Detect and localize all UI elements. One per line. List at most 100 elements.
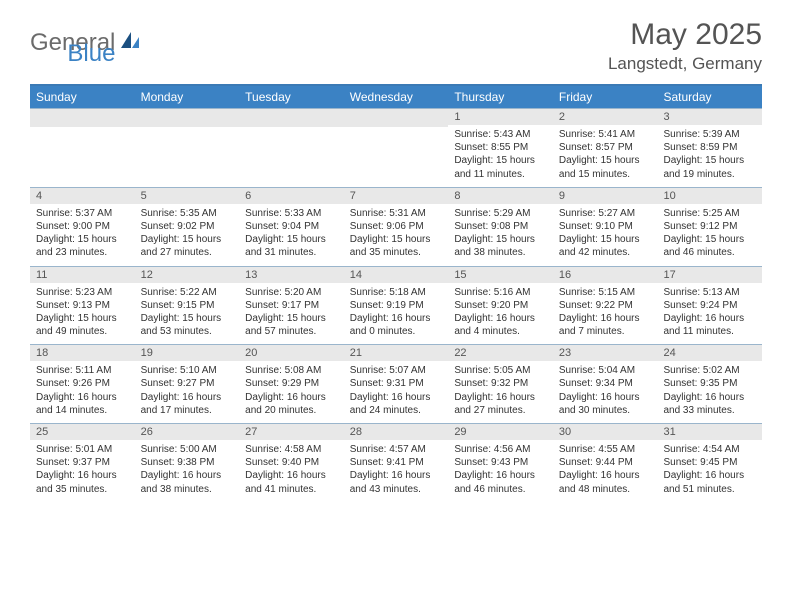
day-cell: 7Sunrise: 5:31 AMSunset: 9:06 PMDaylight… bbox=[344, 188, 449, 266]
day-number: 24 bbox=[657, 345, 762, 361]
day-cell: 26Sunrise: 5:00 AMSunset: 9:38 PMDayligh… bbox=[135, 424, 240, 502]
sunrise-text: Sunrise: 5:27 AM bbox=[559, 207, 652, 220]
sunrise-text: Sunrise: 5:02 AM bbox=[663, 364, 756, 377]
day-header: Monday bbox=[135, 86, 240, 108]
sunrise-text: Sunrise: 5:00 AM bbox=[141, 443, 234, 456]
sunset-text: Sunset: 9:38 PM bbox=[141, 456, 234, 469]
day-content: Sunrise: 5:18 AMSunset: 9:19 PMDaylight:… bbox=[344, 283, 449, 345]
day-cell: 4Sunrise: 5:37 AMSunset: 9:00 PMDaylight… bbox=[30, 188, 135, 266]
day-content: Sunrise: 4:55 AMSunset: 9:44 PMDaylight:… bbox=[553, 440, 658, 502]
sunrise-text: Sunrise: 5:37 AM bbox=[36, 207, 129, 220]
daylight-text: Daylight: 16 hours and 0 minutes. bbox=[350, 312, 443, 338]
week-row: 25Sunrise: 5:01 AMSunset: 9:37 PMDayligh… bbox=[30, 423, 762, 502]
day-content: Sunrise: 5:33 AMSunset: 9:04 PMDaylight:… bbox=[239, 204, 344, 266]
day-content: Sunrise: 5:39 AMSunset: 8:59 PMDaylight:… bbox=[657, 125, 762, 187]
sunset-text: Sunset: 9:45 PM bbox=[663, 456, 756, 469]
sunrise-text: Sunrise: 4:55 AM bbox=[559, 443, 652, 456]
day-number: 29 bbox=[448, 424, 553, 440]
sunset-text: Sunset: 9:19 PM bbox=[350, 299, 443, 312]
daylight-text: Daylight: 16 hours and 33 minutes. bbox=[663, 391, 756, 417]
day-cell: 2Sunrise: 5:41 AMSunset: 8:57 PMDaylight… bbox=[553, 109, 658, 187]
sunrise-text: Sunrise: 5:11 AM bbox=[36, 364, 129, 377]
sunrise-text: Sunrise: 4:56 AM bbox=[454, 443, 547, 456]
sunset-text: Sunset: 9:04 PM bbox=[245, 220, 338, 233]
day-cell: 23Sunrise: 5:04 AMSunset: 9:34 PMDayligh… bbox=[553, 345, 658, 423]
day-content: Sunrise: 5:08 AMSunset: 9:29 PMDaylight:… bbox=[239, 361, 344, 423]
week-row: 11Sunrise: 5:23 AMSunset: 9:13 PMDayligh… bbox=[30, 266, 762, 345]
day-number: 31 bbox=[657, 424, 762, 440]
sunset-text: Sunset: 9:10 PM bbox=[559, 220, 652, 233]
sunrise-text: Sunrise: 5:08 AM bbox=[245, 364, 338, 377]
daylight-text: Daylight: 16 hours and 27 minutes. bbox=[454, 391, 547, 417]
day-cell: 27Sunrise: 4:58 AMSunset: 9:40 PMDayligh… bbox=[239, 424, 344, 502]
day-content: Sunrise: 5:10 AMSunset: 9:27 PMDaylight:… bbox=[135, 361, 240, 423]
daylight-text: Daylight: 16 hours and 41 minutes. bbox=[245, 469, 338, 495]
daylight-text: Daylight: 16 hours and 48 minutes. bbox=[559, 469, 652, 495]
sunset-text: Sunset: 8:55 PM bbox=[454, 141, 547, 154]
day-content: Sunrise: 4:57 AMSunset: 9:41 PMDaylight:… bbox=[344, 440, 449, 502]
day-number: 13 bbox=[239, 267, 344, 283]
header-right: May 2025 Langstedt, Germany bbox=[608, 18, 762, 74]
sunrise-text: Sunrise: 5:18 AM bbox=[350, 286, 443, 299]
day-cell: 6Sunrise: 5:33 AMSunset: 9:04 PMDaylight… bbox=[239, 188, 344, 266]
daylight-text: Daylight: 16 hours and 51 minutes. bbox=[663, 469, 756, 495]
day-content: Sunrise: 5:31 AMSunset: 9:06 PMDaylight:… bbox=[344, 204, 449, 266]
day-number: 10 bbox=[657, 188, 762, 204]
day-number: 3 bbox=[657, 109, 762, 125]
daylight-text: Daylight: 16 hours and 35 minutes. bbox=[36, 469, 129, 495]
daylight-text: Daylight: 16 hours and 7 minutes. bbox=[559, 312, 652, 338]
daylight-text: Daylight: 15 hours and 53 minutes. bbox=[141, 312, 234, 338]
day-cell: 5Sunrise: 5:35 AMSunset: 9:02 PMDaylight… bbox=[135, 188, 240, 266]
day-header: Sunday bbox=[30, 86, 135, 108]
sunrise-text: Sunrise: 5:16 AM bbox=[454, 286, 547, 299]
sunset-text: Sunset: 9:29 PM bbox=[245, 377, 338, 390]
day-cell: 29Sunrise: 4:56 AMSunset: 9:43 PMDayligh… bbox=[448, 424, 553, 502]
day-cell: 19Sunrise: 5:10 AMSunset: 9:27 PMDayligh… bbox=[135, 345, 240, 423]
day-number: 23 bbox=[553, 345, 658, 361]
daylight-text: Daylight: 16 hours and 24 minutes. bbox=[350, 391, 443, 417]
location-label: Langstedt, Germany bbox=[608, 54, 762, 74]
day-cell: 20Sunrise: 5:08 AMSunset: 9:29 PMDayligh… bbox=[239, 345, 344, 423]
sunset-text: Sunset: 9:34 PM bbox=[559, 377, 652, 390]
daylight-text: Daylight: 15 hours and 19 minutes. bbox=[663, 154, 756, 180]
logo-text-blue: Blue bbox=[67, 40, 115, 68]
month-title: May 2025 bbox=[608, 18, 762, 52]
day-cell bbox=[239, 109, 344, 187]
day-number: 1 bbox=[448, 109, 553, 125]
day-content: Sunrise: 5:00 AMSunset: 9:38 PMDaylight:… bbox=[135, 440, 240, 502]
day-cell: 13Sunrise: 5:20 AMSunset: 9:17 PMDayligh… bbox=[239, 267, 344, 345]
empty-day-number bbox=[344, 109, 449, 127]
day-cell: 15Sunrise: 5:16 AMSunset: 9:20 PMDayligh… bbox=[448, 267, 553, 345]
day-number: 27 bbox=[239, 424, 344, 440]
sunset-text: Sunset: 9:40 PM bbox=[245, 456, 338, 469]
daylight-text: Daylight: 15 hours and 35 minutes. bbox=[350, 233, 443, 259]
day-header: Friday bbox=[553, 86, 658, 108]
logo-sail-icon bbox=[119, 29, 141, 57]
sunset-text: Sunset: 9:08 PM bbox=[454, 220, 547, 233]
daylight-text: Daylight: 15 hours and 42 minutes. bbox=[559, 233, 652, 259]
day-number: 16 bbox=[553, 267, 658, 283]
day-content: Sunrise: 5:16 AMSunset: 9:20 PMDaylight:… bbox=[448, 283, 553, 345]
sunrise-text: Sunrise: 4:57 AM bbox=[350, 443, 443, 456]
day-content: Sunrise: 5:20 AMSunset: 9:17 PMDaylight:… bbox=[239, 283, 344, 345]
sunset-text: Sunset: 9:12 PM bbox=[663, 220, 756, 233]
day-number: 2 bbox=[553, 109, 658, 125]
sunrise-text: Sunrise: 5:05 AM bbox=[454, 364, 547, 377]
day-content: Sunrise: 5:25 AMSunset: 9:12 PMDaylight:… bbox=[657, 204, 762, 266]
day-header: Saturday bbox=[657, 86, 762, 108]
day-content: Sunrise: 5:11 AMSunset: 9:26 PMDaylight:… bbox=[30, 361, 135, 423]
sunrise-text: Sunrise: 5:29 AM bbox=[454, 207, 547, 220]
day-content: Sunrise: 4:58 AMSunset: 9:40 PMDaylight:… bbox=[239, 440, 344, 502]
day-number: 4 bbox=[30, 188, 135, 204]
day-content: Sunrise: 5:43 AMSunset: 8:55 PMDaylight:… bbox=[448, 125, 553, 187]
day-number: 9 bbox=[553, 188, 658, 204]
day-cell: 8Sunrise: 5:29 AMSunset: 9:08 PMDaylight… bbox=[448, 188, 553, 266]
day-content: Sunrise: 5:13 AMSunset: 9:24 PMDaylight:… bbox=[657, 283, 762, 345]
day-cell: 25Sunrise: 5:01 AMSunset: 9:37 PMDayligh… bbox=[30, 424, 135, 502]
sunset-text: Sunset: 8:59 PM bbox=[663, 141, 756, 154]
day-content: Sunrise: 5:41 AMSunset: 8:57 PMDaylight:… bbox=[553, 125, 658, 187]
day-cell: 1Sunrise: 5:43 AMSunset: 8:55 PMDaylight… bbox=[448, 109, 553, 187]
day-number: 18 bbox=[30, 345, 135, 361]
day-number: 7 bbox=[344, 188, 449, 204]
empty-day-number bbox=[135, 109, 240, 127]
